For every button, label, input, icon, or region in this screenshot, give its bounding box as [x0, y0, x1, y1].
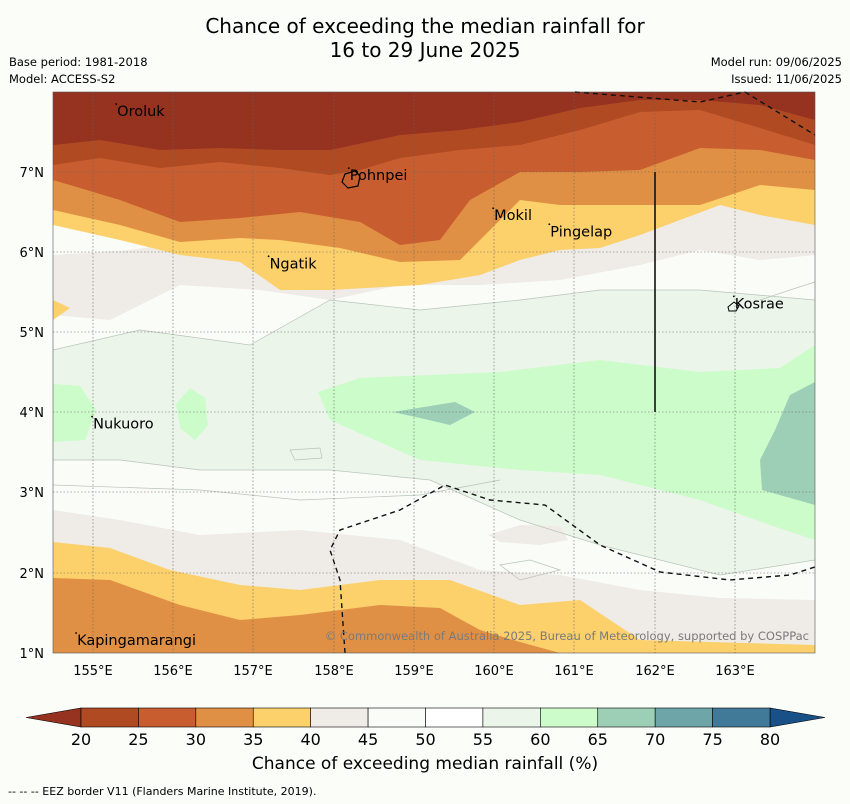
colorbar-swatch: [138, 707, 197, 728]
issued-text: Issued: 11/06/2025: [731, 72, 842, 86]
place-label: Pohnpei: [350, 168, 408, 184]
field-25-30-north: [53, 100, 815, 245]
field-65-70-east: [760, 382, 815, 505]
place-marker: [91, 415, 94, 418]
field-65-70-centre: [393, 402, 475, 425]
colorbar: 20 25 30 35 40 45 50 55 60 65 70 75 80: [25, 707, 826, 749]
colorbar-under-arrow: [25, 707, 82, 728]
place-label: Kapingamarangi: [77, 633, 196, 649]
field-40-45-south-patch: [488, 525, 568, 545]
model-run-text: Model run: 09/06/2025: [710, 55, 842, 69]
x-tick: 162°E: [635, 664, 675, 679]
colorbar-swatch: [310, 707, 369, 728]
y-tick: 4°N: [20, 406, 45, 421]
colorbar-swatch: [252, 707, 311, 728]
x-axis: 155°E 156°E 157°E 158°E 159°E 160°E 161°…: [73, 664, 755, 679]
y-tick: 2°N: [20, 567, 45, 582]
kosrae-island-icon: [727, 301, 740, 312]
place-label: Oroluk: [117, 104, 165, 120]
pohnpei-island-icon: [341, 170, 361, 189]
colorbar-swatch: [367, 707, 426, 728]
base-period-text: Base period: 1981-2018: [9, 55, 148, 69]
x-tick: 157°E: [233, 664, 273, 679]
colorbar-over-arrow: [769, 707, 826, 728]
colorbar-tick: 45: [358, 730, 378, 749]
place-marker: [115, 103, 118, 105]
colorbar-swatch: [195, 707, 254, 728]
colorbar-tick: 80: [760, 730, 780, 749]
eez-borders: [329, 91, 816, 654]
field-60-65-west: [53, 384, 96, 442]
x-tick: 160°E: [474, 664, 514, 679]
field-below-20-north: [53, 92, 815, 150]
y-axis: 7°N 6°N 5°N 4°N 3°N 2°N 1°N: [20, 166, 45, 662]
colorbar-swatch: [712, 707, 771, 728]
place-marker: [75, 632, 77, 634]
colorbar-swatch: [482, 707, 541, 728]
colorbar-swatch: [597, 707, 656, 728]
title-line-2: 16 to 29 June 2025: [329, 38, 521, 62]
x-tick: 159°E: [394, 664, 434, 679]
place-label: Ngatik: [270, 256, 318, 272]
field-60-65-east: [318, 345, 815, 540]
colorbar-swatch: [80, 707, 139, 728]
x-tick: 161°E: [554, 664, 594, 679]
colorbar-tick: 20: [71, 730, 91, 749]
place-marker: [347, 167, 350, 170]
place-labels: Oroluk Pohnpei Mokil Pingelap Ngatik Kosrae Nu…: [75, 103, 784, 649]
place-marker: [492, 207, 495, 210]
colorbar-label: Chance of exceeding median rainfall (%): [251, 754, 599, 774]
colorbar-tick: 55: [473, 730, 493, 749]
field-60-65-mid: [176, 388, 208, 440]
colorbar-tick: 25: [128, 730, 148, 749]
field-35-40-west: [53, 300, 70, 320]
y-tick: 5°N: [20, 326, 45, 341]
y-tick: 3°N: [20, 486, 45, 501]
x-tick: 158°E: [314, 664, 354, 679]
colorbar-tick: 65: [588, 730, 608, 749]
map-frame: [52, 91, 816, 654]
chart-title: Chance of exceeding the median rainfall …: [0, 14, 850, 62]
colorbar-swatch: [654, 707, 713, 728]
x-tick: 163°E: [715, 664, 755, 679]
field-30-35-south: [53, 578, 560, 653]
x-tick: 156°E: [153, 664, 193, 679]
colorbar-tick: 30: [186, 730, 206, 749]
y-tick: 7°N: [20, 166, 45, 181]
colorbar-tick: 35: [243, 730, 263, 749]
colorbar-tick: 60: [530, 730, 550, 749]
place-label: Nukuoro: [93, 417, 154, 433]
colorbar-tick: 70: [645, 730, 665, 749]
place-label: Mokil: [494, 208, 532, 224]
title-line-1: Chance of exceeding the median rainfall …: [205, 14, 645, 38]
contour-fields: [53, 92, 815, 653]
colorbar-swatch: [540, 707, 599, 728]
colorbar-swatch: [425, 707, 484, 728]
contour-lines: [53, 281, 815, 581]
place-marker: [732, 295, 735, 298]
place-marker: [548, 223, 551, 226]
colorbar-tick: 50: [415, 730, 435, 749]
copyright-text: © Commonwealth of Australia 2025, Bureau…: [325, 629, 809, 643]
place-label: Kosrae: [735, 296, 784, 312]
place-label: Pingelap: [550, 224, 612, 240]
rainfall-map: Oroluk Pohnpei Mokil Pingelap Ngatik Kosrae Nu…: [20, 91, 826, 749]
footer-text: -- -- -- EEZ border V11 (Flanders Marine…: [8, 785, 317, 798]
place-marker: [267, 255, 270, 258]
x-tick: 155°E: [73, 664, 113, 679]
model-text: Model: ACCESS-S2: [9, 72, 116, 86]
y-tick: 1°N: [20, 647, 45, 662]
y-tick: 6°N: [20, 246, 45, 261]
colorbar-tick: 40: [300, 730, 320, 749]
meta-right: Model run: 09/06/2025 Issued: 11/06/2025: [711, 54, 842, 88]
gridlines: [53, 92, 815, 653]
meta-left: Base period: 1981-2018 Model: ACCESS-S2: [9, 54, 148, 88]
colorbar-tick: 75: [702, 730, 722, 749]
